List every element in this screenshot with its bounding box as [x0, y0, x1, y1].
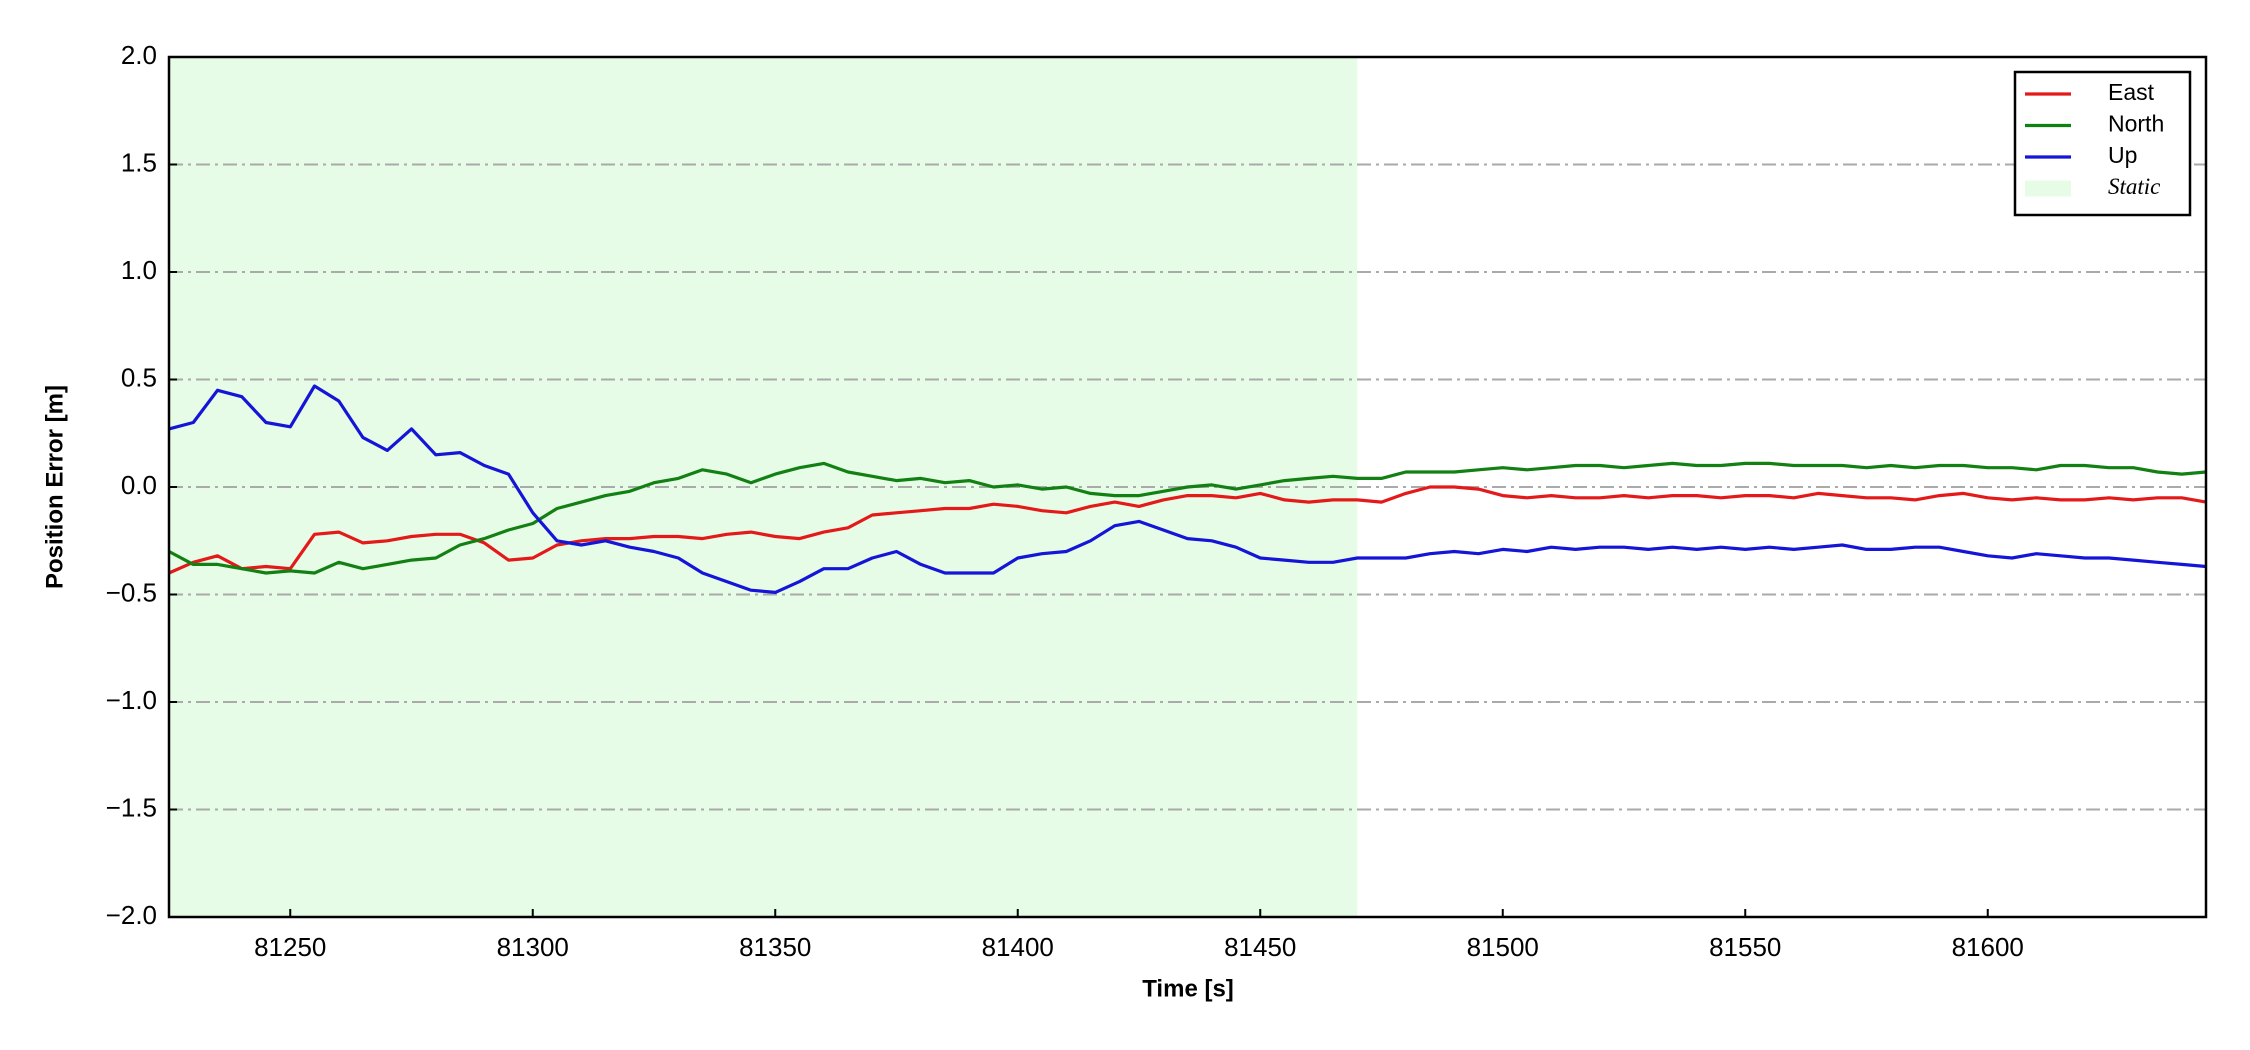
x-tick-label: 81500 [1467, 932, 1539, 962]
y-tick-label: 0.0 [121, 470, 157, 500]
y-tick-label: −2.0 [106, 900, 157, 930]
x-tick-label: 81350 [739, 932, 811, 962]
x-tick-label: 81450 [1224, 932, 1296, 962]
y-tick-label: 0.5 [121, 362, 157, 392]
legend-swatch [2025, 180, 2071, 197]
legend-label: Static [2108, 174, 2160, 199]
legend-label: East [2108, 79, 2155, 105]
x-tick-label: 81600 [1952, 932, 2024, 962]
y-tick-label: 1.0 [121, 255, 157, 285]
y-tick-label: −0.5 [106, 577, 157, 607]
y-axis-label: Position Error [m] [41, 385, 68, 589]
x-tick-label: 81550 [1709, 932, 1781, 962]
y-tick-label: 2.0 [121, 40, 157, 70]
series-line [168, 485, 2207, 575]
legend-label: Up [2108, 142, 2137, 168]
x-tick-label: 81250 [254, 932, 326, 962]
series-line [168, 461, 2207, 575]
series-line [168, 384, 2207, 594]
axes-frame [167, 55, 2208, 919]
y-tick-label: −1.5 [106, 792, 157, 822]
y-tick-label: −1.0 [106, 685, 157, 715]
x-axis-label: Time [s] [1142, 975, 1234, 1002]
y-tick-label: 1.5 [121, 147, 157, 177]
legend-label: North [2108, 111, 2164, 137]
x-tick-label: 81400 [982, 932, 1054, 962]
x-tick-label: 81300 [497, 932, 569, 962]
